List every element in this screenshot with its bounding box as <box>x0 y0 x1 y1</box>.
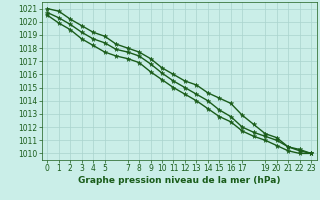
X-axis label: Graphe pression niveau de la mer (hPa): Graphe pression niveau de la mer (hPa) <box>78 176 280 185</box>
